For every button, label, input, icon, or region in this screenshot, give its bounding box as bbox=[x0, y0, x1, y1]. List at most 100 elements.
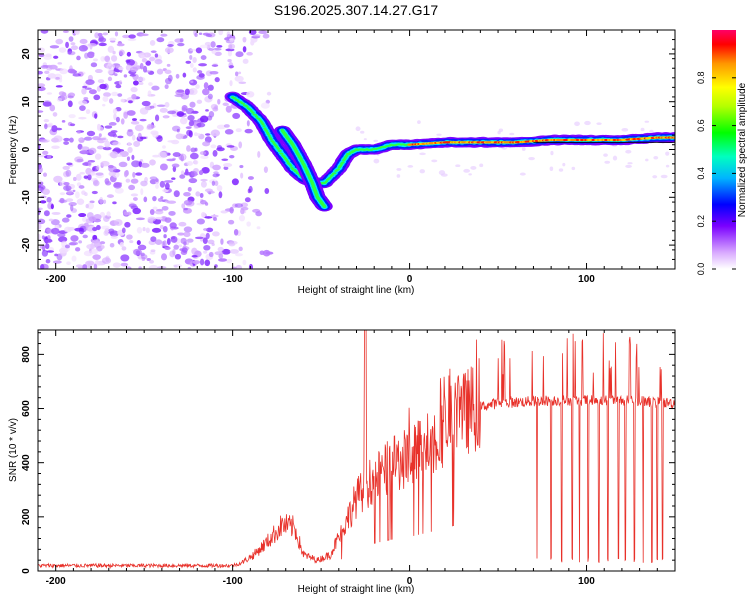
noise-blob bbox=[131, 160, 141, 168]
noise-blob bbox=[151, 85, 160, 91]
snr-xlabel: Height of straight line (km) bbox=[298, 584, 415, 595]
noise-blob bbox=[173, 244, 179, 250]
noise-blob bbox=[43, 210, 50, 217]
noise-blob bbox=[216, 124, 226, 130]
noise-blob bbox=[226, 31, 231, 38]
spectrogram-ytick-label: -10 bbox=[21, 190, 32, 205]
colorbar-tick-label: 0.2 bbox=[696, 215, 706, 228]
noise-blob bbox=[224, 129, 234, 135]
noise-blob bbox=[210, 41, 216, 48]
noise-blob bbox=[130, 178, 139, 184]
noise-blob bbox=[162, 145, 166, 149]
noise-blob bbox=[102, 199, 107, 204]
noise-blob bbox=[91, 239, 100, 247]
noise-blob bbox=[212, 164, 221, 171]
noise-blob bbox=[44, 238, 53, 243]
noise-blob bbox=[244, 197, 251, 203]
noise-blob bbox=[160, 33, 168, 37]
noise-blob bbox=[239, 164, 244, 169]
noise-blob bbox=[140, 254, 148, 260]
noise-blob bbox=[44, 70, 50, 74]
noise-blob bbox=[229, 206, 234, 214]
snr-ytick-label: 800 bbox=[21, 346, 32, 363]
noise-blob bbox=[653, 156, 659, 160]
noise-blob bbox=[195, 191, 201, 197]
noise-blob bbox=[229, 38, 234, 43]
noise-blob bbox=[170, 235, 178, 243]
noise-blob bbox=[640, 127, 645, 132]
noise-blob bbox=[574, 121, 580, 127]
noise-blob bbox=[47, 73, 57, 79]
noise-blob bbox=[242, 58, 249, 64]
noise-blob bbox=[242, 46, 247, 53]
noise-blob bbox=[38, 110, 44, 113]
noise-blob bbox=[53, 55, 59, 59]
noise-blob bbox=[186, 238, 194, 243]
noise-blob bbox=[116, 154, 122, 158]
noise-blob bbox=[185, 107, 194, 115]
noise-blob bbox=[227, 58, 232, 63]
noise-blob bbox=[166, 158, 176, 162]
noise-blob bbox=[509, 132, 515, 136]
noise-blob bbox=[67, 68, 76, 74]
noise-blob bbox=[625, 149, 632, 154]
noise-blob bbox=[205, 109, 209, 112]
signal-ridge-segment bbox=[241, 102, 246, 105]
noise-blob bbox=[190, 152, 199, 160]
snr-ytick-label: 200 bbox=[21, 508, 32, 525]
noise-blob bbox=[117, 135, 124, 139]
noise-blob bbox=[549, 166, 554, 171]
noise-blob bbox=[119, 241, 124, 247]
noise-blob bbox=[122, 34, 130, 39]
noise-blob bbox=[180, 170, 185, 176]
noise-blob bbox=[612, 155, 618, 161]
noise-blob bbox=[84, 222, 89, 227]
noise-blob bbox=[88, 216, 97, 222]
noise-blob bbox=[121, 246, 127, 251]
noise-blob bbox=[65, 169, 72, 177]
noise-blob bbox=[216, 185, 223, 192]
noise-blob bbox=[265, 251, 274, 255]
noise-blob bbox=[112, 108, 118, 115]
noise-blob bbox=[171, 163, 180, 168]
noise-blob bbox=[163, 115, 168, 119]
noise-blob bbox=[52, 112, 58, 117]
noise-blob bbox=[189, 54, 193, 60]
noise-blob bbox=[59, 247, 68, 254]
noise-blob bbox=[199, 192, 204, 198]
noise-blob bbox=[223, 166, 229, 171]
noise-blob bbox=[150, 236, 157, 243]
noise-blob bbox=[196, 75, 205, 80]
noise-blob bbox=[169, 222, 177, 229]
noise-blob bbox=[157, 151, 168, 159]
noise-blob bbox=[178, 221, 187, 227]
colorbar-ticks: 0.0 0.2 0.4 0.6 0.8 bbox=[696, 72, 736, 275]
noise-blob bbox=[103, 230, 109, 236]
noise-blob bbox=[211, 64, 219, 67]
noise-blob bbox=[202, 88, 210, 96]
noise-blob bbox=[51, 145, 60, 149]
noise-blob bbox=[109, 151, 119, 159]
noise-blob bbox=[206, 227, 214, 233]
noise-blob bbox=[558, 168, 564, 172]
noise-blob bbox=[104, 140, 111, 148]
snr-ylabel: SNR (10 * v/v) bbox=[8, 418, 19, 482]
noise-blob bbox=[40, 30, 49, 34]
noise-blob bbox=[149, 56, 156, 62]
noise-blob bbox=[76, 130, 81, 134]
noise-blob bbox=[207, 239, 215, 245]
colorbar-gradient bbox=[712, 30, 736, 269]
noise-blob bbox=[187, 186, 192, 192]
noise-blob bbox=[43, 172, 48, 177]
noise-blob bbox=[126, 234, 133, 240]
noise-blob bbox=[82, 234, 88, 239]
snr-panel: -200 -100 0 100 0 200 400 600 800 Height of stra… bbox=[8, 329, 676, 595]
noise-blob bbox=[97, 32, 103, 37]
noise-blob bbox=[161, 253, 168, 261]
noise-blob bbox=[51, 125, 58, 133]
noise-blob bbox=[171, 139, 180, 145]
noise-blob bbox=[136, 240, 141, 246]
noise-blob bbox=[235, 51, 244, 58]
noise-blob bbox=[133, 140, 141, 148]
noise-blob bbox=[118, 66, 124, 71]
